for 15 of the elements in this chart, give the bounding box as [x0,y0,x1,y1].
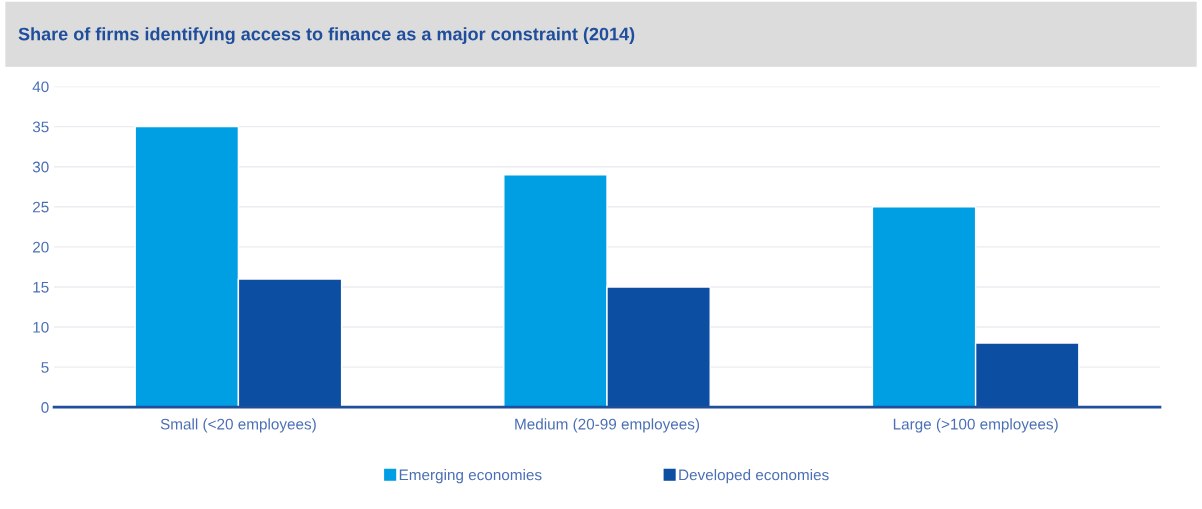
y-tick-label: 5 [41,362,49,373]
x-tick-label: Small (<20 employees) [160,418,316,433]
y-tick-label: 20 [33,241,49,253]
y-tick-label: 30 [32,161,49,173]
y-tick-label: 40 [32,81,49,93]
y-tick-label: 15 [33,281,49,293]
chart-title: Share of firms identifying access to finance as a major constraint (2014) [18,27,635,45]
y-tick-label: 0 [41,402,49,413]
y-tick-label: 35 [32,121,49,133]
y-tick-label: 25 [33,201,49,213]
y-tick-label: 10 [33,321,49,333]
legend-label: Emerging economies [399,469,542,484]
x-tick-label: Medium (20-99 employees) [515,418,700,433]
legend-label: Developed economies [679,469,829,484]
x-tick-label: Large (>100 employees) [893,418,1058,433]
